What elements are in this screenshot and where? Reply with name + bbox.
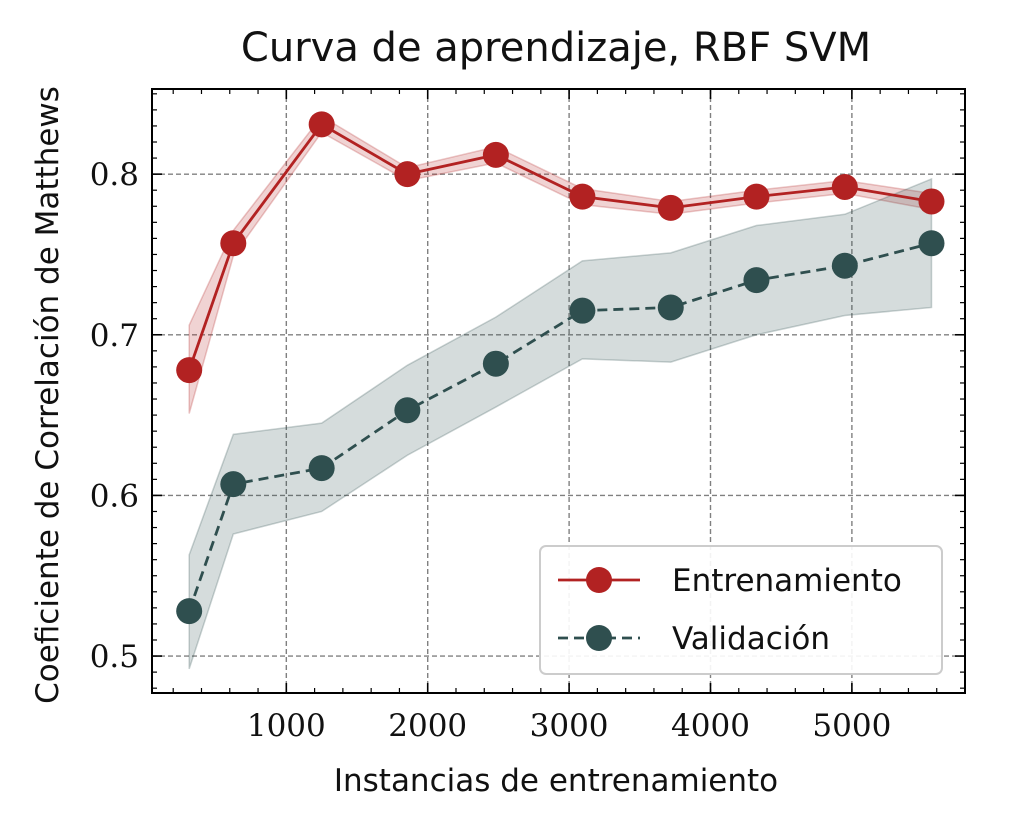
validation-point <box>308 455 335 482</box>
validation-point <box>831 252 858 279</box>
series-points <box>176 111 945 625</box>
validation-point <box>220 471 247 498</box>
validation-point <box>176 598 203 625</box>
training-point <box>394 161 421 188</box>
validation-point <box>569 297 596 324</box>
y-axis-label: Coeficiente de Correlación de Matthews <box>30 86 66 704</box>
validation-band <box>188 177 933 670</box>
x-tick-label: 5000 <box>812 708 891 744</box>
y-tick-label: 0.5 <box>90 639 139 675</box>
training-point <box>220 230 247 257</box>
training-point <box>308 111 335 138</box>
training-line <box>187 122 932 371</box>
legend-validation-label: Validación <box>672 621 830 657</box>
chart-title: Curva de aprendizaje, RBF SVM <box>241 25 871 71</box>
legend-box <box>539 545 943 675</box>
training-point <box>482 141 509 168</box>
training-point <box>657 194 684 221</box>
x-axis-label: Instancias de entrenamiento <box>334 763 778 799</box>
validation-point <box>482 350 509 377</box>
legend-validation-marker <box>586 625 612 651</box>
axis-ticks: 1000 2000 3000 4000 5000 0.5 0.6 0.7 0.8 <box>90 89 966 744</box>
x-tick-label: 3000 <box>530 708 609 744</box>
validation-point <box>918 230 945 257</box>
x-tick-label: 4000 <box>671 708 750 744</box>
validation-line <box>187 241 932 612</box>
validation-point <box>657 294 684 321</box>
y-tick-label: 0.8 <box>90 157 139 193</box>
y-tick-label: 0.7 <box>90 318 139 354</box>
x-tick-label: 1000 <box>247 708 326 744</box>
training-point <box>831 173 858 200</box>
legend-training-marker <box>586 567 612 593</box>
y-tick-label: 0.6 <box>90 478 139 514</box>
plot-frame <box>151 88 966 694</box>
legend: Entrenamiento Validación <box>539 545 943 675</box>
x-tick-label: 2000 <box>388 708 467 744</box>
training-point <box>743 183 770 210</box>
validation-point <box>394 397 421 424</box>
legend-training-label: Entrenamiento <box>672 563 902 599</box>
validation-point <box>743 267 770 294</box>
training-point <box>918 188 945 215</box>
training-point <box>176 357 203 384</box>
training-point <box>569 183 596 210</box>
series-lines <box>187 122 932 612</box>
